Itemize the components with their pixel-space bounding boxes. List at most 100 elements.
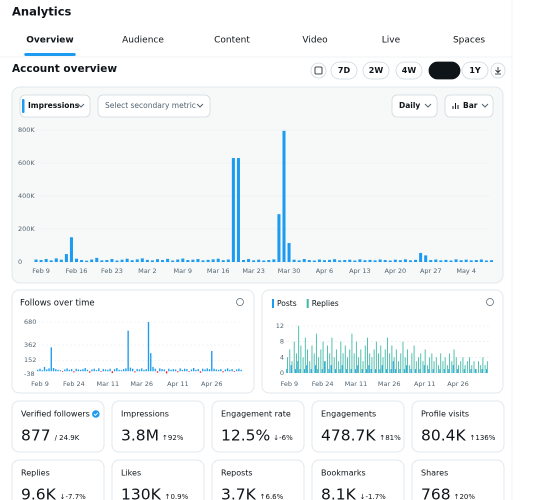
bar	[469, 260, 473, 262]
stat-change: ↓-7.7%	[60, 493, 87, 500]
tab[interactable]: Spaces	[453, 36, 485, 46]
dropdown-bg[interactable]	[97, 94, 211, 118]
x-tick-label: Apr 13	[349, 267, 371, 275]
bar	[353, 353, 355, 373]
info-icon[interactable]	[486, 298, 494, 306]
y-tick-label: 0	[18, 258, 22, 266]
bar	[110, 259, 114, 262]
bar	[215, 369, 217, 372]
x-tick-label: Feb 24	[63, 380, 85, 388]
bar	[321, 369, 323, 373]
bar	[298, 325, 300, 373]
bar	[231, 369, 233, 372]
style-dropdown[interactable]: Bar	[444, 94, 494, 118]
stat-label: Shares	[421, 469, 448, 478]
bar	[394, 369, 396, 373]
bar	[287, 357, 288, 373]
dropdown-bg[interactable]	[444, 94, 494, 118]
bar	[41, 370, 43, 372]
bar	[213, 368, 215, 372]
bar	[59, 370, 62, 372]
bar	[44, 259, 48, 262]
stat-card	[11, 459, 105, 500]
dropdown-label[interactable]: Bar	[463, 101, 478, 110]
dropdown-label[interactable]: Select secondary metric	[105, 101, 196, 110]
bar	[479, 259, 483, 262]
bar	[446, 365, 448, 373]
stat-value: 768	[421, 486, 451, 500]
bar	[422, 361, 424, 373]
bar	[80, 369, 82, 372]
range-button[interactable]	[395, 61, 423, 80]
bar	[289, 349, 291, 373]
bar	[176, 259, 180, 262]
stat-label: Replies	[21, 469, 50, 478]
range-button[interactable]	[428, 61, 461, 80]
dropdown-label[interactable]: Impressions	[28, 101, 80, 110]
bar	[206, 368, 208, 372]
bar	[102, 369, 104, 372]
bar	[362, 361, 364, 373]
bar	[328, 369, 330, 373]
bar	[435, 357, 437, 373]
legend-label: Posts	[277, 299, 297, 308]
bar	[469, 357, 471, 373]
range-label[interactable]: 7D	[338, 66, 351, 75]
bar	[382, 357, 384, 373]
bar	[55, 369, 57, 372]
dropdown-label[interactable]: Daily	[399, 101, 420, 110]
info-icon[interactable]	[236, 298, 244, 306]
tab[interactable]: Audience	[122, 36, 164, 46]
bar	[448, 369, 450, 373]
tab[interactable]: Content	[214, 36, 250, 46]
bar	[206, 259, 210, 262]
range-label[interactable]: 1Y	[469, 66, 481, 75]
bar	[39, 260, 43, 262]
bar	[141, 368, 143, 372]
secondary-metric-dropdown[interactable]: Select secondary metric	[97, 94, 211, 118]
bar	[481, 369, 483, 373]
range-button[interactable]	[330, 61, 358, 80]
stat-change: ↑0.9%	[165, 493, 189, 500]
range-label[interactable]: 4W	[402, 66, 417, 75]
bar	[91, 369, 93, 372]
range-button[interactable]	[461, 61, 489, 80]
range-button[interactable]	[362, 61, 390, 80]
range-label[interactable]: 2W	[369, 66, 384, 75]
range-label[interactable]: 3M	[438, 66, 452, 75]
bar	[351, 333, 353, 373]
dropdown-bg[interactable]	[391, 94, 438, 118]
bar	[241, 260, 246, 262]
bar	[309, 361, 311, 373]
bar	[373, 260, 377, 262]
bar	[482, 357, 484, 373]
download-button[interactable]	[490, 62, 506, 79]
follows-card	[11, 289, 255, 394]
calendar-button-bg[interactable]	[310, 62, 327, 79]
bar	[439, 260, 443, 262]
bar	[307, 349, 308, 373]
bar	[107, 369, 109, 372]
bar	[331, 337, 333, 373]
bar	[399, 369, 401, 373]
x-tick-label: Mar 2	[138, 267, 156, 275]
primary-metric-dropdown[interactable]: Impressions	[19, 94, 91, 118]
bar	[54, 258, 58, 262]
dropdown-bg[interactable]	[19, 94, 91, 118]
bar	[122, 369, 125, 372]
x-tick-label: May 4	[456, 267, 476, 275]
bar	[398, 260, 402, 262]
bar	[95, 257, 99, 262]
interval-dropdown[interactable]: Daily	[391, 94, 438, 118]
stat-label: Verified followers	[21, 410, 90, 419]
bar	[181, 258, 185, 262]
bar	[93, 368, 95, 372]
bar	[183, 368, 186, 372]
bar	[411, 353, 413, 373]
tab[interactable]: Video	[302, 36, 328, 46]
tab[interactable]: Overview	[26, 36, 73, 46]
tab[interactable]: Live	[382, 36, 401, 46]
bar	[366, 369, 368, 373]
y-tick-label: 8	[280, 338, 284, 346]
calendar-button[interactable]	[310, 62, 327, 79]
